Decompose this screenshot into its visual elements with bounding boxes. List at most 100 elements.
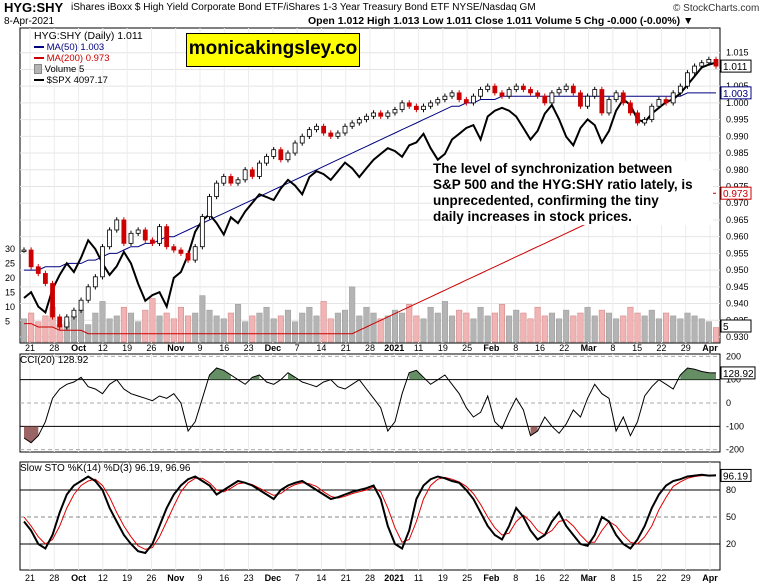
volume-bar — [391, 309, 398, 343]
volume-bar — [377, 318, 384, 343]
candle-body — [228, 176, 234, 184]
watermark-banner: monicakingsley.co — [186, 33, 360, 67]
volume-bar — [327, 318, 334, 343]
sto-value-tag: 96.19 — [723, 471, 748, 482]
candle-body — [121, 219, 127, 244]
candle-body — [271, 149, 277, 157]
candle-body — [478, 89, 483, 97]
candle-body — [599, 89, 605, 114]
volume-bar — [149, 298, 156, 343]
candle-body — [157, 226, 162, 244]
volume-bar — [548, 312, 555, 343]
volume-bar — [598, 309, 605, 343]
volume-bar — [270, 318, 277, 343]
x-tick-label: 28 — [49, 343, 59, 353]
volume-bar — [605, 312, 613, 343]
x-tick-label: Apr — [702, 343, 718, 353]
spx-line — [23, 61, 717, 315]
volume-bar — [563, 309, 570, 343]
candle-body — [50, 283, 55, 318]
volume-bar — [420, 318, 427, 343]
x-tick-label: 2021 — [384, 573, 404, 583]
cci-tick-label: -200 — [726, 445, 744, 455]
volume-bar — [613, 318, 620, 343]
last-price-tag-box — [720, 59, 752, 73]
candle-body — [35, 266, 41, 274]
sto-value-tag-box — [720, 468, 752, 482]
candle-body — [364, 115, 369, 121]
candle-body — [642, 119, 648, 124]
volume-bar — [20, 318, 28, 343]
price-tick-label: 0.960 — [726, 232, 749, 242]
volume-bar — [484, 315, 491, 343]
volume-bar — [242, 321, 249, 343]
volume-bar — [513, 309, 520, 343]
legend-ma200-text: MA(200) 0.973 — [46, 53, 110, 64]
price-tick-label: 0.970 — [726, 198, 749, 208]
x-tick-label: Nov — [167, 573, 184, 583]
candle-body — [242, 169, 248, 181]
x-tick-label: 28 — [365, 573, 375, 583]
volume-bar — [320, 301, 327, 343]
price-tick-label: 0.975 — [726, 182, 749, 192]
volume-tag-box — [720, 319, 752, 333]
x-tick-label: Nov — [167, 343, 184, 353]
candle-body — [207, 196, 212, 218]
candle-body — [692, 65, 697, 74]
candle-body — [635, 112, 640, 124]
price-tick-label: 0.985 — [726, 148, 749, 158]
candle-body — [371, 112, 376, 117]
candle-body — [135, 229, 141, 234]
x-tick-label: 23 — [244, 573, 254, 583]
candle-body — [100, 246, 105, 278]
volume-bar — [520, 312, 527, 343]
x-tick-label: 7 — [295, 343, 300, 353]
volume-bar — [427, 306, 434, 343]
legend-main: HYG:SHY (Daily) 1.011 — [34, 30, 143, 42]
volume-swatch — [34, 64, 42, 75]
candle-body — [663, 99, 669, 104]
sto-d-line — [23, 474, 717, 550]
candle-body — [685, 72, 690, 87]
ma50-tag-box — [720, 86, 752, 100]
candle-body — [314, 125, 319, 131]
candle-body — [513, 85, 519, 90]
volume-bar — [256, 312, 263, 343]
candle-body — [214, 182, 220, 197]
candle-body — [221, 176, 227, 184]
volume-bar — [363, 306, 370, 343]
x-tick-label: 19 — [122, 573, 132, 583]
x-tick-label: 8 — [610, 343, 615, 353]
volume-bar — [313, 315, 320, 343]
volume-bar — [99, 301, 106, 343]
volume-tag: 5 — [723, 322, 729, 333]
x-tick-label: 16 — [535, 573, 545, 583]
candle-body — [92, 276, 98, 288]
x-tick-label: 29 — [681, 343, 691, 353]
candle-body — [506, 89, 512, 97]
volume-bar — [192, 312, 199, 343]
price-tick-label: 0.955 — [726, 248, 749, 258]
annotation-line: S&P 500 and the HYG:SHY ratio lately, is — [433, 177, 693, 192]
candle-body — [570, 85, 576, 94]
cci-line — [23, 367, 717, 444]
price-tick-label: 0.945 — [726, 282, 749, 292]
volume-tick-label: 25 — [5, 259, 15, 269]
candle-body — [385, 112, 391, 117]
volume-bar — [177, 306, 184, 343]
price-tick-label: 0.930 — [726, 332, 749, 342]
cci-positive-fill — [680, 368, 716, 380]
volume-bar — [227, 312, 234, 343]
x-tick-label: 16 — [219, 343, 229, 353]
sto-tick-label: 20 — [726, 539, 736, 549]
volume-bar — [306, 306, 313, 343]
candle-body — [71, 309, 77, 318]
candle-body — [349, 122, 355, 127]
candle-body — [399, 102, 405, 110]
candle-body — [128, 232, 134, 244]
x-tick-label: 15 — [632, 573, 642, 583]
volume-bar — [135, 321, 142, 343]
candle-body — [150, 239, 155, 244]
volume-bar — [120, 306, 127, 343]
